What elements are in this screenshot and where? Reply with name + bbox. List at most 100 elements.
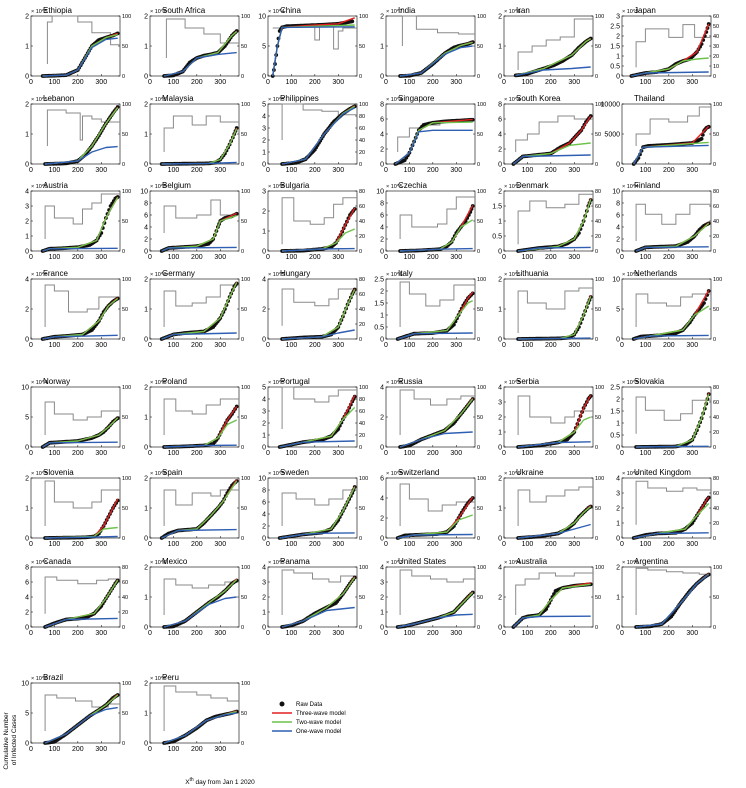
right-tick-label: 20 (595, 234, 601, 240)
x-tick-label: 100 (49, 254, 61, 261)
raw-data-series (516, 394, 593, 449)
right-tick-label: 40 (713, 219, 719, 225)
right-tick-label: 0 (477, 337, 480, 343)
one-wave-model-line (518, 441, 591, 448)
exponent-label: × 10^5 (622, 272, 639, 278)
right-tick-label: 40 (359, 219, 365, 225)
right-tick-label: 100 (241, 565, 250, 571)
y-tick-label: 1 (144, 307, 148, 314)
right-tick-label: 0 (241, 445, 244, 451)
right-tick-label: 50 (359, 595, 365, 601)
x-tick-label: 100 (49, 541, 61, 548)
right-tick-label: 50 (477, 415, 483, 421)
three-wave-model-line (399, 397, 474, 448)
x-tick-label: 100 (168, 254, 180, 261)
y-tick-label: 0 (380, 625, 384, 632)
rate-line (635, 106, 711, 146)
x-tick-label: 200 (72, 342, 84, 349)
y-tick-label: 2 (262, 595, 266, 602)
x-tick-label: 100 (168, 79, 180, 86)
plot-frame (621, 15, 712, 77)
one-wave-model-line (518, 523, 591, 539)
exponent-label: × 10^6 (150, 9, 167, 15)
legend-entry: Three-wave model (272, 711, 346, 717)
y-tick-label: 0 (262, 249, 266, 256)
exponent-label: × 10^4 (622, 184, 639, 190)
right-tick-label: 100 (241, 385, 250, 391)
y-tick-label: 4 (498, 565, 502, 572)
x-tick-label: 200 (427, 79, 439, 86)
y-tick-label: 3 (616, 491, 620, 498)
y-tick-label: 4 (498, 132, 502, 139)
x-tick-label: 300 (686, 167, 698, 174)
y-tick-label: 2 (498, 14, 502, 21)
one-wave-model-line (161, 332, 237, 340)
panel-title: Germany (162, 269, 195, 278)
x-tick-label: 200 (191, 541, 203, 548)
y-tick-label: 2 (144, 102, 148, 109)
right-tick-label: 100 (713, 565, 722, 571)
y-tick-label: 3 (380, 580, 384, 587)
x-tick-label: 200 (663, 254, 675, 261)
y-tick-label: 2 (144, 277, 148, 284)
x-tick-label: 100 (522, 167, 534, 174)
right-tick-label: 100 (477, 14, 486, 20)
one-wave-model-line (161, 161, 237, 165)
rate-line (44, 193, 120, 239)
y-tick-label: 1 (25, 132, 29, 139)
figure-ylabel-line1: Cumulative Number (3, 711, 10, 769)
right-tick-label: 0 (241, 74, 244, 80)
x-tick-label: 100 (286, 541, 298, 548)
panel-title: United Kingdom (634, 468, 691, 477)
x-tick-label: 0 (502, 342, 506, 349)
y-tick-label: 0 (498, 162, 502, 169)
right-tick-label: 100 (122, 189, 131, 195)
x-tick-label: 0 (384, 342, 388, 349)
right-tick-label: 0 (359, 536, 362, 542)
x-tick-label: 200 (309, 450, 321, 457)
y-tick-label: 2 (380, 516, 384, 523)
right-tick-label: 50 (122, 415, 128, 421)
y-tick-label: 2 (380, 595, 384, 602)
right-tick-label: 100 (122, 385, 131, 391)
one-wave-model-line (161, 528, 237, 539)
x-tick-label: 300 (214, 450, 226, 457)
two-wave-model-line (518, 199, 592, 252)
right-tick-label: 40 (713, 506, 719, 512)
x-tick-label: 200 (427, 254, 439, 261)
x-tick-label: 200 (309, 630, 321, 637)
x-tick-label: 200 (72, 450, 84, 457)
right-tick-label: 50 (122, 307, 128, 313)
rate-line (635, 203, 711, 241)
x-tick-label: 100 (404, 167, 416, 174)
x-tick-label: 100 (522, 254, 534, 261)
panel-france: France× 10^6 0 2 4 0 50 100 0 100 200 300 (25, 269, 131, 349)
x-tick-label: 200 (191, 342, 203, 349)
right-tick-label: 50 (241, 415, 247, 421)
y-tick-label: 1 (262, 150, 266, 157)
panel-poland: Poland× 10^6 0 1 2 0 50 100 0 100 200 300 (144, 377, 250, 457)
y-tick-label: 0 (144, 249, 148, 256)
three-wave-model-line (518, 295, 592, 340)
three-wave-model-line (163, 578, 238, 628)
y-tick-label: 6 (380, 117, 384, 124)
panel-title: Lithuania (516, 269, 549, 278)
two-wave-model-line (42, 33, 118, 77)
rate-line (163, 284, 239, 327)
rate-line (517, 193, 593, 245)
right-tick-label: 40 (122, 595, 128, 601)
y-tick-label: 6 (498, 117, 502, 124)
y-tick-label: 8 (498, 102, 502, 109)
legend-label: Two-wave model (296, 720, 341, 726)
x-tick-label: 100 (640, 79, 652, 86)
x-tick-label: 0 (620, 541, 624, 548)
x-tick-label: 200 (663, 450, 675, 457)
rate-line (399, 483, 475, 526)
y-tick-label: 0 (380, 536, 384, 543)
raw-data-series (162, 578, 239, 629)
x-tick-label: 100 (286, 79, 298, 86)
y-tick-label: 4 (498, 385, 502, 392)
x-tick-label: 200 (309, 342, 321, 349)
right-tick-label: 50 (713, 595, 719, 601)
